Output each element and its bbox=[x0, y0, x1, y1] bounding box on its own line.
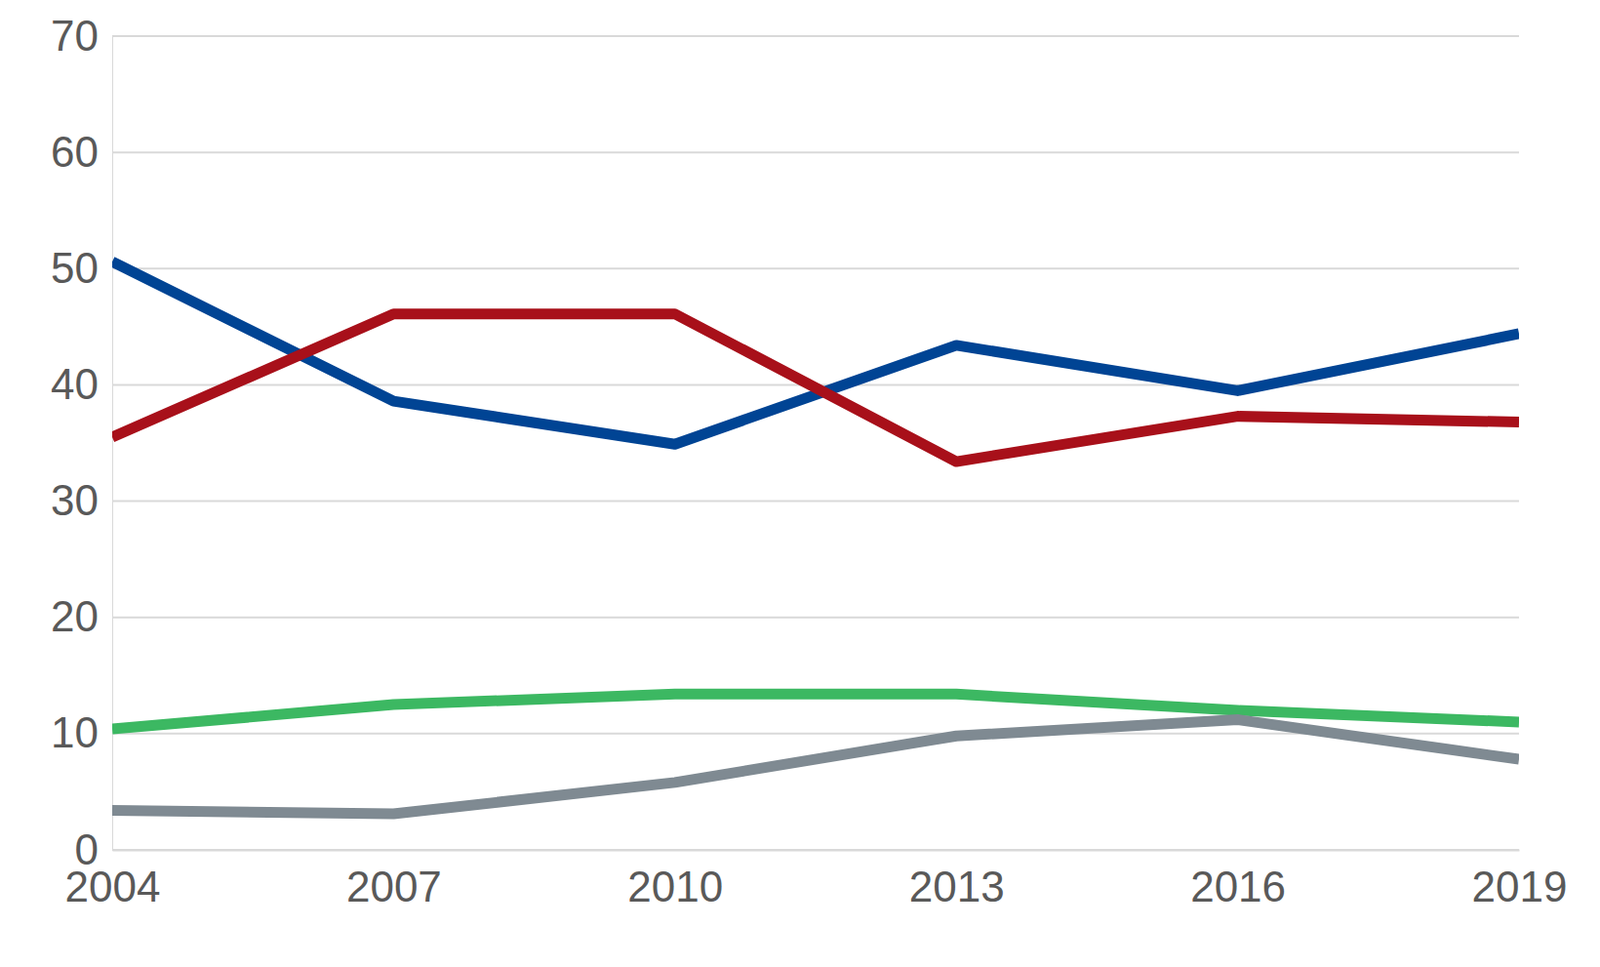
x-tick-label: 2010 bbox=[627, 862, 723, 911]
x-tick: 2010 bbox=[627, 849, 723, 911]
y-tick-label: 40 bbox=[50, 360, 99, 408]
x-tick: 2004 bbox=[65, 849, 161, 911]
y-tick: 10 bbox=[50, 708, 113, 757]
grid-line bbox=[112, 35, 1520, 38]
x-tick: 2013 bbox=[909, 849, 1005, 911]
y-axis: 010203040506070 bbox=[50, 11, 113, 874]
y-tick-label: 20 bbox=[50, 592, 99, 640]
grid-line bbox=[112, 616, 1520, 619]
y-tick-label: 60 bbox=[50, 127, 99, 176]
y-tick: 50 bbox=[50, 243, 113, 292]
x-tick-label: 2013 bbox=[909, 862, 1005, 911]
series-line bbox=[112, 720, 1520, 815]
x-tick-label: 2016 bbox=[1190, 862, 1286, 911]
y-tick: 60 bbox=[50, 127, 113, 176]
grid-line bbox=[112, 848, 1520, 851]
y-tick: 20 bbox=[50, 592, 113, 640]
series-line bbox=[112, 693, 1520, 729]
series-line bbox=[112, 314, 1520, 462]
y-tick-label: 50 bbox=[50, 243, 99, 292]
grid-line bbox=[112, 151, 1520, 154]
y-tick-label: 70 bbox=[50, 11, 99, 60]
x-axis: 2004 2007 2010 2013 2016 2019 bbox=[65, 849, 1568, 911]
x-tick-label: 2019 bbox=[1472, 862, 1568, 911]
chart: 010203040506070200420072010201320162019 bbox=[0, 0, 1600, 967]
x-tick: 2016 bbox=[1190, 849, 1286, 911]
y-tick: 70 bbox=[50, 11, 113, 60]
series-lines bbox=[112, 261, 1520, 814]
y-tick: 40 bbox=[50, 360, 113, 408]
y-tick: 30 bbox=[50, 476, 113, 524]
plot: 010203040506070200420072010201320162019 bbox=[50, 11, 1567, 912]
x-tick: 2019 bbox=[1472, 849, 1568, 911]
y-tick-label: 30 bbox=[50, 476, 99, 524]
grid bbox=[112, 36, 1520, 850]
grid-line bbox=[112, 267, 1520, 270]
x-tick-label: 2007 bbox=[346, 862, 442, 911]
x-tick: 2007 bbox=[346, 849, 442, 911]
x-axis-line bbox=[113, 849, 1520, 852]
grid-line bbox=[112, 500, 1520, 503]
x-tick-label: 2004 bbox=[65, 862, 161, 911]
y-tick-label: 10 bbox=[50, 708, 99, 757]
